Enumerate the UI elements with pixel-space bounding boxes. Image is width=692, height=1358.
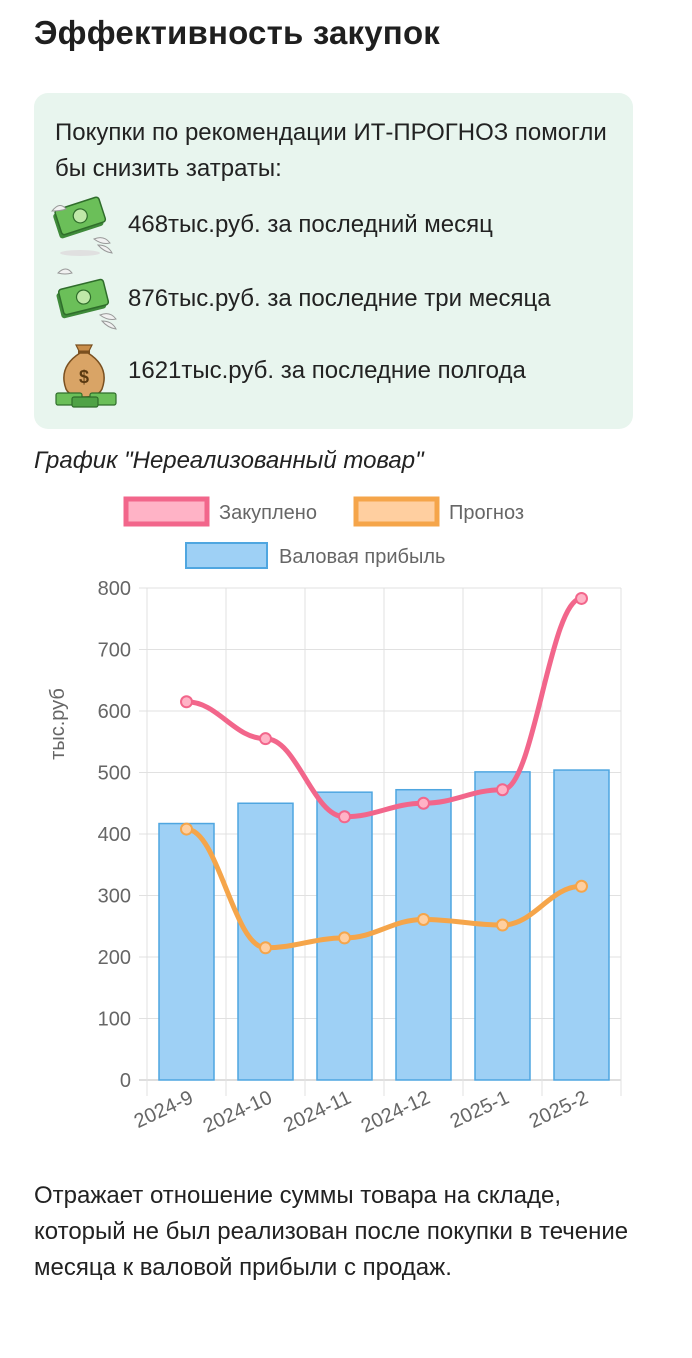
legend-label: Валовая прибыль	[279, 546, 445, 568]
series-line	[185, 826, 582, 951]
y-axis-label: тыс.руб	[47, 688, 69, 760]
data-point	[338, 810, 351, 824]
bar	[395, 788, 452, 1081]
savings-row-month: 468тыс.руб. за последний месяц	[50, 191, 630, 263]
data-point	[338, 931, 351, 945]
y-tick-label: 0	[120, 1070, 131, 1092]
data-point	[180, 822, 193, 836]
legend-swatch	[353, 496, 440, 527]
data-point	[417, 796, 430, 810]
data-point	[259, 732, 272, 746]
bar	[158, 822, 215, 1081]
data-point	[575, 879, 588, 893]
flying-money-icon	[56, 268, 117, 330]
x-tick-label: 2024-11	[280, 1087, 354, 1137]
y-tick-label: 300	[98, 886, 131, 908]
legend-swatch	[185, 542, 268, 569]
data-point	[259, 941, 272, 955]
x-tick-label: 2025-2	[526, 1087, 592, 1133]
savings-text-halfyear: 1621тыс.руб. за последние полгода	[128, 357, 526, 384]
money-bag-icon: $	[55, 344, 117, 408]
y-tick-label: 400	[98, 824, 131, 846]
savings-row-quarter: 876тыс.руб. за последние три месяца	[50, 265, 630, 337]
savings-card: Покупки по рекомендации ИТ-ПРОГНОЗ помог…	[34, 93, 633, 429]
x-tick-label: 2024-9	[131, 1087, 197, 1133]
svg-text:$: $	[79, 367, 89, 387]
y-tick-label: 600	[98, 701, 131, 723]
data-point	[575, 591, 588, 605]
y-tick-label: 200	[98, 947, 131, 969]
data-point	[417, 912, 430, 926]
savings-row-halfyear: $ 1621тыс.руб. за последние полгода	[50, 337, 630, 409]
legend-swatch	[123, 496, 210, 527]
legend-label: Прогноз	[449, 502, 524, 524]
legend-label: Закуплено	[219, 502, 317, 524]
data-point	[496, 783, 509, 797]
page-title: Эффективность закупок	[34, 14, 441, 51]
flying-money-icon	[50, 196, 113, 256]
data-point	[496, 918, 509, 932]
savings-intro: Покупки по рекомендации ИТ-ПРОГНОЗ помог…	[55, 119, 607, 182]
chart-note: Отражает отношение суммы товара на склад…	[34, 1182, 629, 1281]
bar	[553, 769, 610, 1081]
savings-text-quarter: 876тыс.руб. за последние три месяца	[128, 285, 551, 312]
x-tick-label: 2025-1	[447, 1087, 513, 1133]
y-tick-label: 100	[98, 1009, 131, 1031]
y-tick-label: 700	[98, 640, 131, 662]
y-tick-label: 500	[98, 763, 131, 785]
data-point	[180, 695, 193, 709]
x-tick-label: 2024-10	[200, 1087, 276, 1138]
y-tick-label: 800	[98, 578, 131, 600]
chart-title: График "Нереализованный товар"	[34, 447, 424, 474]
x-tick-label: 2024-12	[358, 1087, 434, 1138]
savings-text-month: 468тыс.руб. за последний месяц	[128, 211, 493, 238]
